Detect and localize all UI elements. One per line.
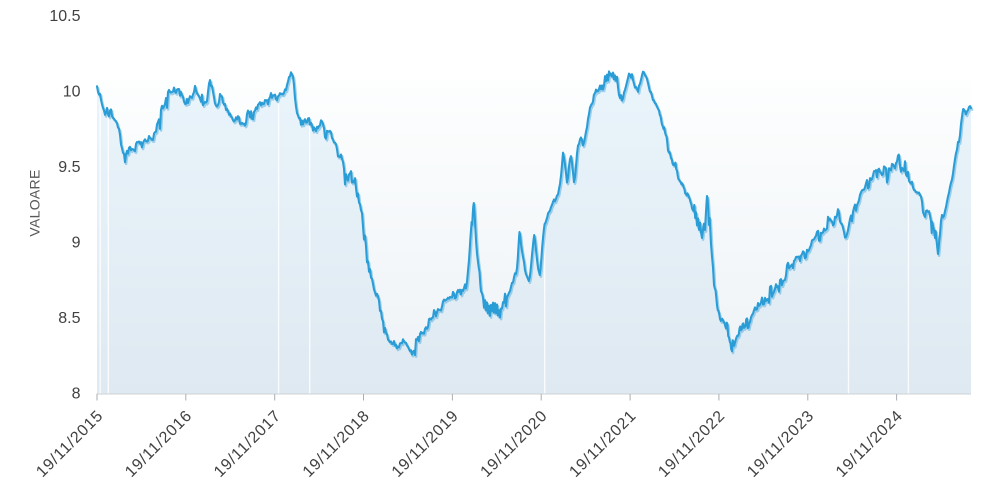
svg-text:8: 8 <box>72 385 81 402</box>
svg-text:9: 9 <box>72 234 81 251</box>
svg-text:VALOARE: VALOARE <box>27 169 43 236</box>
svg-text:8.5: 8.5 <box>58 310 80 327</box>
svg-text:9.5: 9.5 <box>58 159 80 176</box>
svg-text:10: 10 <box>63 83 81 100</box>
svg-text:10.5: 10.5 <box>49 8 80 25</box>
